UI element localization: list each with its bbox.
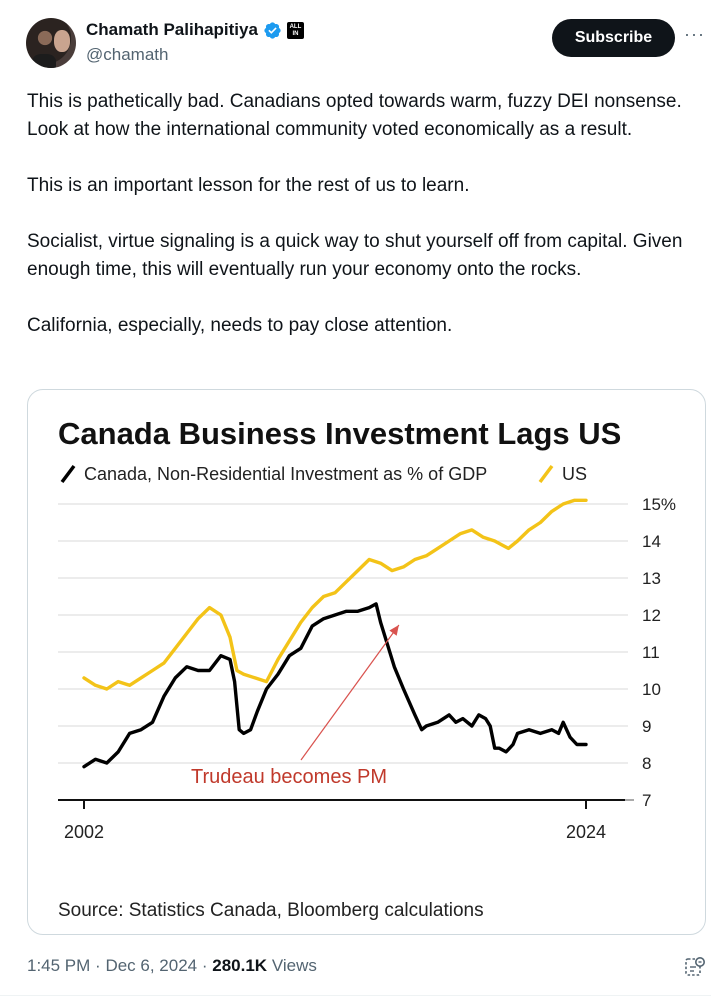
y-tick-label: 10 [642, 680, 661, 699]
tweet-paragraph: This is pathetically bad. Canadians opte… [27, 91, 682, 140]
more-options-icon[interactable]: ··· [684, 24, 705, 44]
y-tick-label: 13 [642, 569, 661, 588]
us-series-line [82, 498, 588, 691]
y-tick-label: 8 [642, 754, 651, 773]
verified-badge-icon [264, 21, 281, 39]
annotation-arrow [300, 624, 400, 761]
chart-title: Canada Business Investment Lags US [58, 416, 621, 451]
avatar-shoulder [32, 54, 56, 68]
grok-analyze-icon[interactable] [683, 955, 707, 979]
tweet-time[interactable]: 1:45 PM [27, 956, 91, 975]
y-tick-label: 7 [642, 791, 651, 810]
y-tick-label: 9 [642, 717, 651, 736]
avatar-face [54, 30, 70, 52]
legend-us-swatch [538, 464, 554, 484]
views-label: Views [271, 956, 317, 975]
chart-image-card[interactable]: Canada Business Investment Lags US Canad… [27, 389, 706, 935]
annotation-label: Trudeau becomes PM [191, 766, 387, 788]
separator-dot: · [201, 956, 213, 975]
tweet-metadata: 1:45 PM · Dec 6, 2024 · 280.1K Views [27, 956, 317, 976]
y-axis-tick-labels: 15% 14 13 12 11 10 9 8 7 [642, 495, 676, 810]
chart-series [82, 498, 588, 769]
author-avatar[interactable] [26, 18, 76, 68]
tweet-date[interactable]: Dec 6, 2024 [105, 956, 198, 975]
canada-series-line [82, 602, 588, 769]
y-tick-label: 14 [642, 532, 661, 551]
x-tick-label: 2002 [64, 822, 104, 842]
x-tick-label: 2024 [566, 822, 606, 842]
legend-canada-swatch [60, 464, 76, 484]
y-tick-label: 12 [642, 606, 661, 625]
tweet-paragraph: This is an important lesson for the rest… [27, 175, 470, 196]
legend-canada-label: Canada, Non-Residential Investment as % … [84, 464, 487, 484]
tweet-paragraph: Socialist, virtue signaling is a quick w… [27, 231, 683, 280]
tweet-paragraph: California, especially, needs to pay clo… [27, 315, 453, 336]
investment-chart: Canada Business Investment Lags US Canad… [58, 416, 676, 921]
y-tick-label: 11 [642, 643, 660, 662]
subscribe-button[interactable]: Subscribe [552, 19, 675, 57]
separator-dot: · [95, 956, 106, 975]
chart-gridlines [58, 503, 634, 801]
annotation-arrowhead [389, 625, 399, 636]
tweet-text: This is pathetically bad. Canadians opte… [27, 88, 707, 368]
author-name-row: Chamath Palihapitiya ALL IN [86, 20, 304, 40]
x-axis: 2002 2024 [58, 799, 625, 842]
legend-us-label: US [562, 464, 587, 484]
views-count: 280.1K [212, 956, 268, 975]
author-name[interactable]: Chamath Palihapitiya [86, 20, 258, 39]
all-in-affiliate-badge[interactable]: ALL IN [286, 21, 304, 39]
y-tick-label: 15% [642, 495, 676, 514]
chart-source: Source: Statistics Canada, Bloomberg cal… [58, 900, 484, 921]
author-handle[interactable]: @chamath [86, 45, 169, 64]
divider [0, 995, 711, 996]
